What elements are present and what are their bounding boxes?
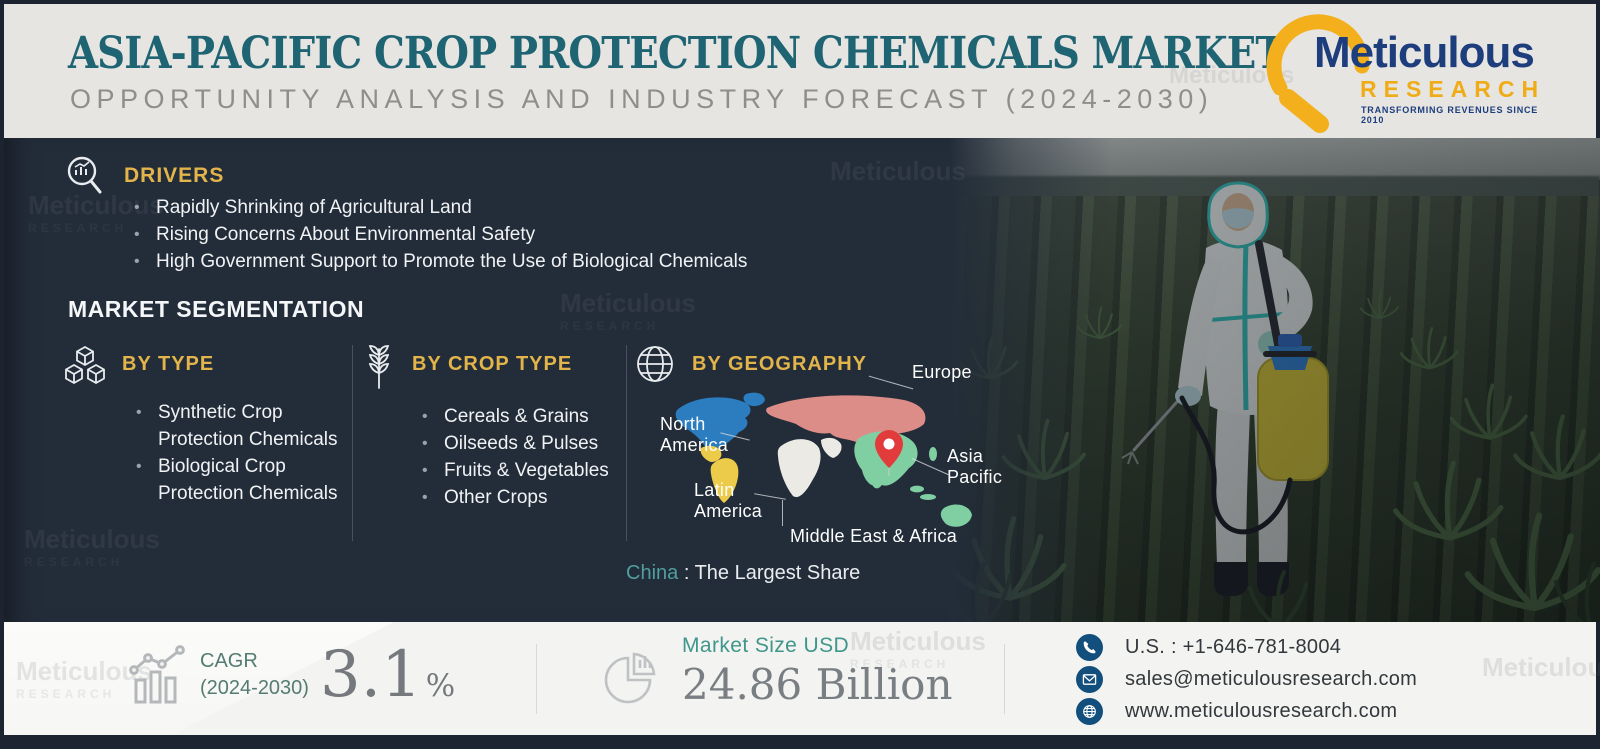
page-subtitle: OPPORTUNITY ANALYSIS AND INDUSTRY FORECA…	[70, 84, 1214, 114]
drivers-heading: DRIVERS	[124, 164, 225, 187]
region-middle-east	[821, 437, 842, 458]
contact-website[interactable]: www.meticulousresearch.com	[1125, 700, 1398, 722]
phone-icon	[1076, 634, 1103, 661]
column-divider	[626, 345, 627, 541]
wheat-icon	[368, 345, 390, 389]
by-crop-type-item: Oilseeds & Pulses	[420, 430, 622, 457]
callout-text: The Largest Share	[694, 562, 861, 584]
drivers-list: Rapidly Shrinking of Agricultural Land R…	[132, 194, 747, 275]
brand-logo: Meticulous RESEARCH TRANSFORMING REVENUE…	[1266, 14, 1558, 133]
magnifier-icon	[1266, 14, 1370, 133]
map-connector	[782, 500, 783, 526]
logo-subname: RESEARCH	[1360, 76, 1546, 102]
logo-tagline: TRANSFORMING REVENUES SINCE 2010	[1361, 105, 1539, 125]
market-size: Market Size USD 24.86 Billion	[682, 634, 953, 709]
region-africa	[777, 439, 821, 498]
contact-website-row[interactable]: www.meticulousresearch.com	[1076, 696, 1417, 727]
page-title: ASIA-PACIFIC CROP PROTECTION CHEMICALS M…	[68, 28, 1284, 79]
segmentation-heading: MARKET SEGMENTATION	[68, 296, 365, 322]
by-type-item: Biological Crop Protection Chemicals	[134, 453, 346, 507]
region-south-america	[710, 458, 739, 503]
cagr-label-line2: (2024-2030)	[200, 677, 309, 699]
contact-phone-row: U.S. : +1-646-781-8004	[1076, 632, 1417, 663]
market-size-value: 24.86 Billion	[682, 660, 953, 709]
market-size-label: Market Size USD	[682, 634, 850, 657]
world-map: Europe North America Latin America Asia …	[624, 350, 1029, 585]
cagr-chart-icon	[129, 645, 185, 704]
email-icon	[1076, 666, 1103, 693]
contact-email-row[interactable]: sales@meticulousresearch.com	[1076, 664, 1417, 695]
by-type-heading: BY TYPE	[122, 353, 215, 375]
cagr-label: CAGR (2024-2030)	[200, 648, 309, 702]
map-label-middle-east-africa: Middle East & Africa	[790, 526, 958, 546]
contact-block: U.S. : +1-646-781-8004 sales@meticulousr…	[1076, 632, 1417, 728]
column-divider	[352, 345, 353, 541]
map-label-asia-pacific: Asia Pacific	[947, 446, 1003, 487]
by-crop-type-heading: BY CROP TYPE	[412, 353, 573, 375]
by-crop-type-item: Fruits & Vegetables	[420, 457, 622, 484]
field-worker-photo	[950, 138, 1600, 622]
by-crop-type-item: Other Crops	[420, 484, 622, 511]
driver-item: Rapidly Shrinking of Agricultural Land	[132, 194, 747, 221]
website-globe-icon	[1076, 698, 1103, 725]
by-geography-heading: BY GEOGRAPHY	[692, 353, 867, 375]
country-name: China	[626, 562, 679, 584]
region-australia	[940, 504, 972, 527]
world-map-svg	[675, 392, 972, 527]
map-label-north-america: North America	[660, 414, 729, 455]
stats-bar: Meticulous RESEARCH Meticulous RESEARCH Me…	[4, 622, 1600, 735]
by-type-item: Synthetic Crop Protection Chemicals	[134, 399, 346, 453]
region-indonesia	[920, 494, 936, 500]
cagr-percent-sign: %	[425, 668, 456, 704]
callout-separator: :	[678, 562, 695, 584]
footer-divider	[1004, 644, 1005, 714]
by-type-list: Synthetic Crop Protection Chemicals Biol…	[134, 399, 346, 507]
by-crop-type-list: Cereals & Grains Oilseeds & Pulses Fruit…	[420, 403, 622, 511]
watermark: Meticulous	[830, 156, 966, 186]
contact-phone: U.S. : +1-646-781-8004	[1125, 636, 1342, 658]
drivers-section-head: DRIVERS	[64, 154, 224, 198]
watermark: Meticulous	[1482, 652, 1600, 682]
by-crop-type-item: Cereals & Grains	[420, 403, 622, 430]
photo-shade-overlay	[950, 138, 1600, 622]
globe-icon	[637, 346, 673, 382]
cagr-label-line1: CAGR	[200, 650, 258, 672]
magnifier-chart-icon	[67, 156, 102, 194]
cagr-number: 3.1	[320, 638, 422, 712]
driver-item: High Government Support to Promote the U…	[132, 248, 747, 275]
header: ASIA-PACIFIC CROP PROTECTION CHEMICALS M…	[4, 4, 1596, 138]
region-japan	[929, 447, 937, 461]
region-se-asia	[910, 485, 924, 493]
segment-by-geography: BY GEOGRAPHY	[634, 343, 867, 385]
driver-item: Rising Concerns About Environmental Safe…	[132, 221, 747, 248]
map-label-latin-america: Latin America	[694, 480, 763, 521]
segment-by-crop-type: BY CROP TYPE Cereals & Grains Oilseeds &…	[362, 343, 622, 511]
footer-divider	[536, 644, 537, 714]
region-latin-america	[700, 445, 722, 462]
largest-share-callout: China : The Largest Share	[626, 562, 860, 585]
cubes-icon	[65, 345, 105, 385]
cagr-value: 3.1 %	[320, 632, 455, 718]
contact-email[interactable]: sales@meticulousresearch.com	[1125, 668, 1418, 690]
region-india	[870, 467, 886, 489]
market-size-pie-icon	[604, 652, 656, 704]
logo-name: Meticulous	[1314, 28, 1535, 77]
map-label-europe: Europe	[912, 362, 972, 382]
region-greenland	[743, 392, 765, 407]
china-location-pin	[875, 430, 903, 476]
segment-by-type: BY TYPE Synthetic Crop Protection Chemic…	[64, 343, 356, 507]
